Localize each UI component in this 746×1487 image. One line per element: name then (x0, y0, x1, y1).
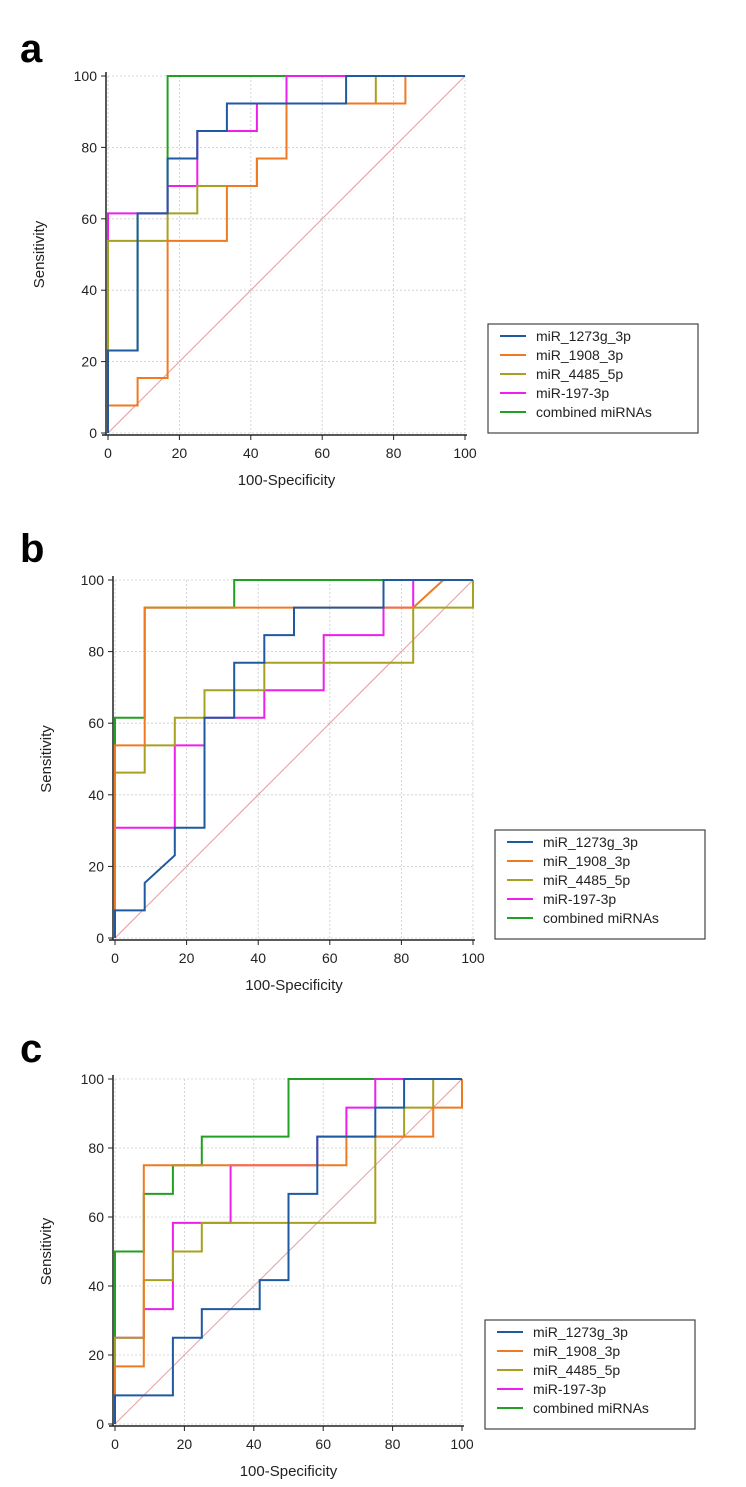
legend-label-b-2: miR_4485_5p (543, 872, 630, 888)
x-tick-label-a-1: 20 (172, 445, 188, 461)
x-tick-label-b-5: 100 (461, 950, 485, 966)
y-tick-label-b-1: 20 (88, 858, 104, 874)
x-tick-label-b-2: 40 (250, 950, 266, 966)
y-tick-label-a-5: 100 (74, 68, 98, 84)
legend-label-b-1: miR_1908_3p (543, 853, 630, 869)
legend-label-c-2: miR_4485_5p (533, 1362, 620, 1378)
legend-label-a-4: combined miRNAs (536, 404, 652, 420)
x-axis-title-b: 100-Specificity (245, 977, 343, 994)
x-tick-label-a-2: 40 (243, 445, 259, 461)
x-tick-label-c-1: 20 (177, 1436, 193, 1452)
y-tick-label-b-0: 0 (96, 930, 104, 946)
legend-label-c-4: combined miRNAs (533, 1400, 649, 1416)
legend-label-a-0: miR_1273g_3p (536, 328, 631, 344)
y-tick-label-b-2: 40 (88, 787, 104, 803)
series-line-c-0 (114, 1078, 462, 1424)
legend-label-b-3: miR-197-3p (543, 891, 616, 907)
y-axis-title-a: Sensitivity (31, 220, 48, 288)
legend-label-a-3: miR-197-3p (536, 385, 609, 401)
x-tick-label-c-3: 60 (315, 1436, 331, 1452)
x-axis-title-c: 100-Specificity (240, 1463, 338, 1480)
y-tick-label-c-1: 20 (88, 1347, 104, 1363)
x-tick-label-c-0: 0 (111, 1436, 119, 1452)
x-tick-label-a-3: 60 (314, 445, 330, 461)
x-tick-label-b-1: 20 (179, 950, 195, 966)
series-line-b-0 (114, 579, 473, 938)
legend-box-b (494, 829, 706, 940)
y-tick-label-c-3: 60 (88, 1209, 104, 1225)
x-axis-title-a: 100-Specificity (238, 472, 336, 489)
y-tick-label-a-0: 0 (89, 425, 97, 441)
x-tick-label-c-2: 40 (246, 1436, 262, 1452)
y-tick-label-c-4: 80 (88, 1140, 104, 1156)
x-tick-label-a-5: 100 (453, 445, 477, 461)
legend-label-c-1: miR_1908_3p (533, 1343, 620, 1359)
panel-label-a: a (20, 27, 43, 71)
y-tick-label-b-3: 60 (88, 715, 104, 731)
legend-label-a-2: miR_4485_5p (536, 366, 623, 382)
y-tick-label-a-2: 40 (81, 282, 97, 298)
panel-label-c: c (20, 1027, 42, 1071)
series-line-a-1 (107, 75, 465, 433)
y-tick-label-a-4: 80 (81, 139, 97, 155)
y-tick-label-b-4: 80 (88, 644, 104, 660)
legend-label-c-3: miR-197-3p (533, 1381, 606, 1397)
roc-panel-b: 0 20 40 60 80 100 0 20 40 60 80 100 100-Specificity S… (38, 572, 706, 994)
roc-panel-a: 0 20 40 60 80 100 0 20 40 60 80 100 100-Specificity S… (31, 68, 699, 489)
y-axis-title-b: Sensitivity (38, 725, 55, 793)
y-tick-label-a-3: 60 (81, 211, 97, 227)
y-axis-title-c: Sensitivity (38, 1217, 55, 1285)
y-tick-label-c-2: 40 (88, 1278, 104, 1294)
series-line-a-0 (107, 75, 465, 433)
y-tick-label-c-0: 0 (96, 1416, 104, 1432)
x-tick-label-b-4: 80 (394, 950, 410, 966)
legend-label-b-0: miR_1273g_3p (543, 834, 638, 850)
x-tick-label-b-3: 60 (322, 950, 338, 966)
legend-label-c-0: miR_1273g_3p (533, 1324, 628, 1340)
series-line-b-2 (114, 580, 474, 938)
legend-label-a-1: miR_1908_3p (536, 347, 623, 363)
panel-label-b: b (20, 527, 44, 571)
x-tick-label-a-4: 80 (386, 445, 402, 461)
legend-box-a (487, 323, 699, 434)
roc-panel-c: 0 20 40 60 80 100 0 20 40 60 80 100 100-Specificity S… (38, 1071, 696, 1480)
y-tick-label-b-5: 100 (81, 572, 105, 588)
y-tick-label-c-5: 100 (81, 1071, 105, 1087)
y-tick-label-a-1: 20 (81, 354, 97, 370)
x-tick-label-c-4: 80 (385, 1436, 401, 1452)
x-tick-label-a-0: 0 (104, 445, 112, 461)
legend-label-b-4: combined miRNAs (543, 910, 659, 926)
x-tick-label-b-0: 0 (111, 950, 119, 966)
legend-box-c (484, 1319, 696, 1430)
series-line-c-1 (114, 1079, 463, 1424)
x-tick-label-c-5: 100 (450, 1436, 474, 1452)
